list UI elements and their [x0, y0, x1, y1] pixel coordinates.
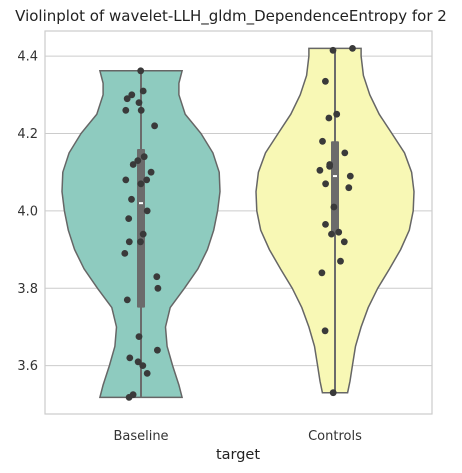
data-point: [318, 269, 326, 277]
y-tick-label: 3.6: [17, 359, 38, 374]
data-point: [341, 149, 349, 157]
data-point: [123, 296, 131, 304]
x-axis-label: target: [216, 447, 260, 463]
data-point: [125, 394, 133, 401]
data-point: [346, 172, 354, 180]
data-point: [137, 180, 145, 188]
data-point: [135, 333, 143, 340]
data-point: [154, 346, 161, 354]
data-point: [335, 228, 343, 236]
data-point: [140, 153, 148, 161]
chart-title: Violinplot of wavelet-LLH_gldm_Dependenc…: [15, 7, 447, 26]
data-point: [137, 238, 144, 246]
data-point: [137, 67, 145, 75]
violin-iqr-box: [331, 141, 339, 235]
data-point: [134, 157, 142, 165]
data-point: [330, 203, 338, 211]
data-point: [139, 230, 147, 238]
y-tick-label: 4.2: [17, 127, 38, 142]
data-point: [345, 184, 353, 192]
data-point: [137, 106, 145, 114]
data-point: [134, 358, 142, 366]
data-point: [121, 250, 129, 257]
data-point: [139, 362, 147, 369]
data-point: [143, 176, 151, 184]
data-point: [143, 207, 151, 215]
data-point: [328, 230, 335, 238]
violin-layer: [61, 45, 415, 401]
data-point: [329, 46, 337, 54]
data-point: [322, 221, 329, 228]
data-point: [128, 91, 136, 99]
data-point: [126, 354, 134, 362]
data-point: [122, 106, 130, 114]
data-point: [340, 238, 348, 246]
data-point: [321, 327, 329, 335]
violin-iqr-box: [137, 148, 145, 308]
data-point: [129, 161, 137, 168]
data-point: [122, 176, 130, 184]
tick-layer: 3.6 3.8 4.0 4.2 4.4 Baseline Controls: [17, 50, 362, 444]
data-point: [349, 45, 356, 52]
data-point: [139, 87, 147, 95]
data-point: [151, 122, 159, 130]
violin-median: [333, 175, 337, 178]
data-point: [333, 110, 341, 118]
violin-median: [139, 202, 143, 205]
data-point: [316, 166, 324, 174]
data-point: [125, 215, 133, 223]
y-tick-label: 4.0: [17, 204, 38, 219]
x-tick-label: Controls: [308, 429, 362, 444]
data-point: [125, 238, 133, 246]
data-point: [147, 168, 155, 176]
data-point: [337, 257, 344, 265]
data-point: [153, 273, 161, 281]
data-point: [154, 284, 162, 292]
data-point: [135, 99, 143, 106]
y-tick-label: 3.8: [17, 282, 38, 297]
x-tick-label: Baseline: [113, 429, 168, 444]
data-point: [329, 389, 337, 397]
data-point: [128, 195, 135, 203]
y-tick-label: 4.4: [17, 50, 38, 65]
plot-frame: [44, 30, 433, 415]
data-point: [322, 77, 329, 85]
data-point: [322, 180, 329, 188]
data-point: [143, 370, 151, 377]
data-point: [319, 137, 326, 145]
data-point: [123, 95, 131, 103]
data-point: [326, 163, 333, 170]
data-point: [325, 114, 333, 122]
